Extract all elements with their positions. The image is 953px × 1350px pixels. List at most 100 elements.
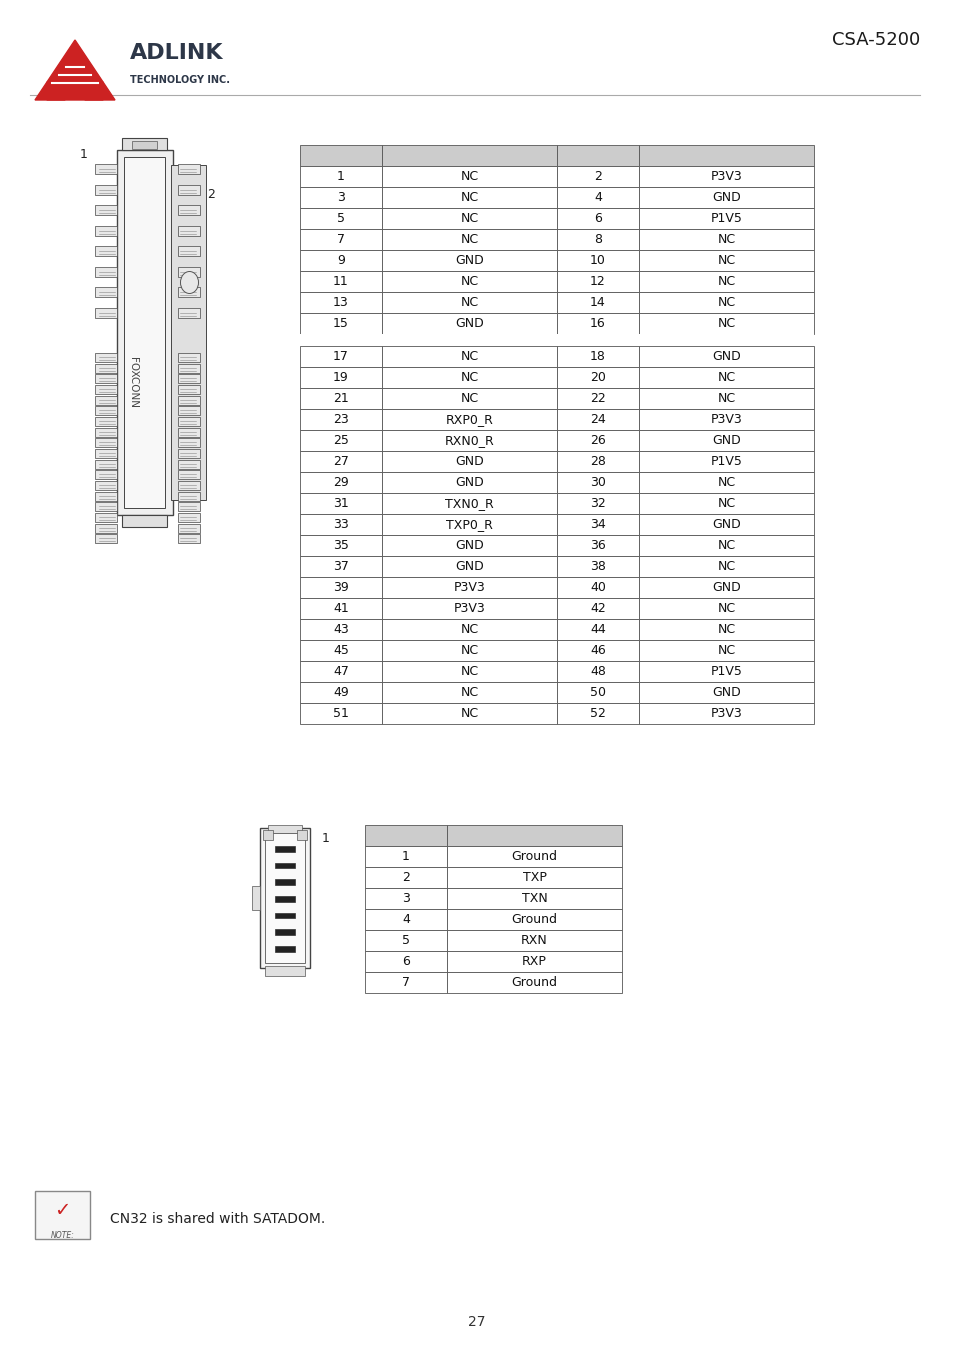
Text: 20: 20 xyxy=(590,370,605,383)
Bar xyxy=(639,271,813,292)
Text: NC: NC xyxy=(460,275,478,288)
Text: 9: 9 xyxy=(336,254,345,267)
Text: 5: 5 xyxy=(336,212,345,225)
Bar xyxy=(299,166,381,188)
Text: 1: 1 xyxy=(79,148,88,162)
Bar xyxy=(639,618,813,640)
Bar xyxy=(639,144,813,166)
Text: 4: 4 xyxy=(401,913,410,926)
Bar xyxy=(365,825,447,846)
Text: 5: 5 xyxy=(401,934,410,946)
Bar xyxy=(296,830,307,840)
Text: NC: NC xyxy=(717,234,735,246)
Text: 22: 22 xyxy=(590,392,605,405)
Bar xyxy=(299,702,381,724)
Text: 51: 51 xyxy=(333,706,349,720)
Bar xyxy=(639,682,813,702)
Bar xyxy=(95,363,117,373)
Bar xyxy=(639,660,813,682)
Bar xyxy=(299,346,381,367)
Bar xyxy=(381,429,557,451)
Bar xyxy=(95,439,117,447)
Text: ADLINK: ADLINK xyxy=(130,43,223,63)
Bar xyxy=(95,225,117,235)
Text: NC: NC xyxy=(717,317,735,329)
Text: GND: GND xyxy=(711,686,740,698)
Text: TECHNOLOGY INC.: TECHNOLOGY INC. xyxy=(130,76,230,85)
Bar xyxy=(557,250,639,271)
Bar xyxy=(299,682,381,702)
Text: NC: NC xyxy=(717,622,735,636)
Text: 7: 7 xyxy=(336,234,345,246)
Text: NC: NC xyxy=(717,370,735,383)
Text: 2: 2 xyxy=(594,170,601,184)
Text: 21: 21 xyxy=(333,392,349,405)
Bar xyxy=(274,946,294,952)
Bar xyxy=(177,363,199,373)
Bar xyxy=(447,950,621,972)
Bar xyxy=(177,470,199,479)
Bar xyxy=(95,470,117,479)
Bar xyxy=(299,451,381,471)
Text: 2: 2 xyxy=(208,189,215,201)
Bar xyxy=(299,556,381,576)
Text: Ground: Ground xyxy=(511,976,557,990)
Text: 7: 7 xyxy=(401,976,410,990)
Bar xyxy=(265,833,305,963)
Text: 47: 47 xyxy=(333,664,349,678)
Bar xyxy=(95,266,117,277)
Bar xyxy=(177,491,199,501)
Text: FOXCONN: FOXCONN xyxy=(128,356,138,408)
Bar xyxy=(299,387,381,409)
Text: 33: 33 xyxy=(333,517,349,531)
Bar xyxy=(381,292,557,313)
Bar xyxy=(299,429,381,451)
Bar xyxy=(447,846,621,867)
Text: ✓: ✓ xyxy=(54,1202,71,1220)
Bar xyxy=(117,150,172,514)
Bar xyxy=(132,140,157,148)
Bar xyxy=(639,556,813,576)
Bar xyxy=(639,188,813,208)
Text: P1V5: P1V5 xyxy=(710,455,741,467)
Text: 17: 17 xyxy=(333,350,349,363)
Text: GND: GND xyxy=(455,475,483,489)
Bar xyxy=(177,225,199,235)
Text: 34: 34 xyxy=(590,517,605,531)
Bar xyxy=(95,385,117,394)
Bar xyxy=(177,417,199,427)
Bar xyxy=(557,271,639,292)
Bar xyxy=(557,493,639,513)
Bar xyxy=(252,886,260,910)
Text: 36: 36 xyxy=(590,539,605,552)
Bar xyxy=(639,166,813,188)
Bar xyxy=(177,459,199,468)
Text: 16: 16 xyxy=(590,317,605,329)
Text: NC: NC xyxy=(460,212,478,225)
Text: GND: GND xyxy=(455,317,483,329)
Text: NC: NC xyxy=(717,539,735,552)
Bar xyxy=(557,313,639,333)
Bar xyxy=(263,830,273,840)
Text: RXN0_R: RXN0_R xyxy=(444,433,494,447)
Text: GND: GND xyxy=(455,559,483,572)
Bar xyxy=(95,450,117,458)
Bar xyxy=(299,660,381,682)
Text: 44: 44 xyxy=(590,622,605,636)
Text: NC: NC xyxy=(460,622,478,636)
Text: GND: GND xyxy=(711,517,740,531)
Bar xyxy=(381,660,557,682)
Bar xyxy=(557,429,639,451)
Bar xyxy=(381,250,557,271)
Text: 2: 2 xyxy=(401,871,410,884)
Bar xyxy=(381,271,557,292)
Bar xyxy=(95,428,117,436)
Bar xyxy=(299,292,381,313)
Bar xyxy=(557,640,639,660)
Ellipse shape xyxy=(180,271,198,293)
Bar xyxy=(95,502,117,512)
Bar xyxy=(447,867,621,888)
Bar xyxy=(381,535,557,556)
Bar xyxy=(177,406,199,416)
Bar xyxy=(274,846,294,852)
